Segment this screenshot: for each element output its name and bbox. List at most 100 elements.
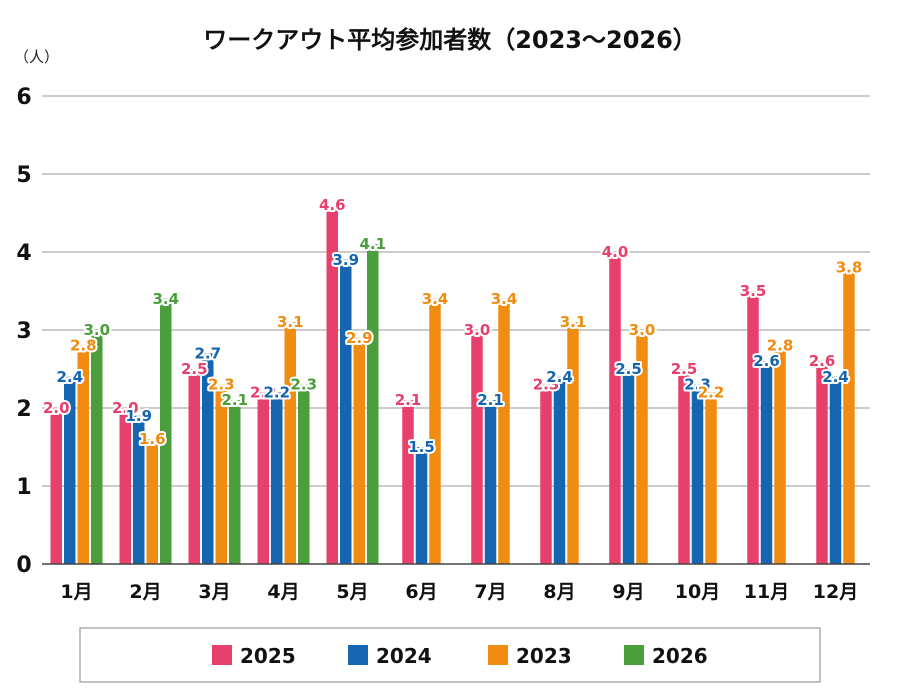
bar-2023-10 <box>705 392 717 564</box>
y-tick-label: 1 <box>16 475 31 500</box>
bar-2023-11 <box>774 345 786 564</box>
data-label: 2.0 <box>112 399 139 417</box>
data-label: 3.0 <box>83 321 110 339</box>
y-unit-label: （人） <box>14 48 59 66</box>
bar-2024-12 <box>829 376 842 564</box>
bar-2024-3 <box>202 353 214 564</box>
bar-2023-7 <box>498 298 510 564</box>
x-tick-label: 10月 <box>675 581 720 603</box>
data-label: 3.4 <box>152 290 179 308</box>
bar-2025-4 <box>257 392 269 564</box>
legend-swatch-2024 <box>348 645 368 665</box>
bar-2025-6 <box>402 400 414 564</box>
legend-label-2024: 2024 <box>376 644 432 668</box>
x-tick-label: 12月 <box>813 581 858 603</box>
data-label: 4.6 <box>319 196 346 214</box>
legend-swatch-2026 <box>624 645 644 665</box>
data-label: 2.3 <box>533 376 560 394</box>
y-tick-label: 4 <box>16 241 31 266</box>
x-tick-label: 7月 <box>474 581 506 603</box>
bar-2023-3 <box>215 384 227 564</box>
data-label: 4.1 <box>359 235 386 253</box>
y-axis-ticks: 0 1 2 3 4 5 6 <box>16 85 31 578</box>
data-label: 2.6 <box>753 352 780 370</box>
data-label: 2.5 <box>615 360 642 378</box>
legend-label-2026: 2026 <box>652 644 708 668</box>
data-label: 2.1 <box>395 391 422 409</box>
legend-swatch-2025 <box>212 645 232 665</box>
y-tick-label: 6 <box>16 85 31 110</box>
bar-2026-3 <box>229 400 241 564</box>
bar-2023-1 <box>77 345 89 564</box>
x-tick-label: 6月 <box>405 581 437 603</box>
data-label: 2.8 <box>767 337 794 355</box>
data-label: 3.1 <box>560 313 587 331</box>
data-label: 3.0 <box>629 321 656 339</box>
data-label: 2.2 <box>250 383 277 401</box>
data-label: 4.0 <box>602 243 629 261</box>
x-tick-label: 5月 <box>336 581 368 603</box>
data-labels: 2.02.42.83.02.01.91.63.42.52.72.32.1 2.22… <box>41 194 864 458</box>
data-label: 3.4 <box>422 290 449 308</box>
bar-2024-9 <box>622 369 635 564</box>
bar-2025-8 <box>540 384 552 564</box>
bar-2025-10 <box>678 369 690 564</box>
data-label: 2.3 <box>208 376 235 394</box>
legend-label-2023: 2023 <box>516 644 572 668</box>
bar-2025-7 <box>471 330 483 564</box>
bar-2026-4 <box>298 384 310 564</box>
data-label: 2.8 <box>70 337 97 355</box>
bar-2025-12 <box>816 361 828 564</box>
data-label: 2.4 <box>822 368 849 386</box>
data-label: 2.4 <box>56 368 83 386</box>
legend: 2025 2024 2023 2026 <box>79 627 821 683</box>
bar-2024-8 <box>553 376 566 564</box>
x-tick-label: 8月 <box>543 581 575 603</box>
data-label: 2.2 <box>698 383 725 401</box>
x-tick-label: 1月 <box>60 581 92 603</box>
bar-2025-11 <box>747 291 759 564</box>
data-label: 2.1 <box>477 391 504 409</box>
bar-2023-5 <box>353 337 365 564</box>
x-tick-label: 2月 <box>129 581 161 603</box>
bars <box>50 205 855 564</box>
data-label: 2.0 <box>43 399 70 417</box>
data-label: 1.9 <box>125 407 152 425</box>
bar-2024-4 <box>271 392 283 564</box>
bar-2026-2 <box>160 298 172 564</box>
legend-swatch-2023 <box>488 645 508 665</box>
data-label: 2.6 <box>809 352 836 370</box>
y-tick-label: 0 <box>16 553 31 578</box>
bar-2025-3 <box>188 369 200 564</box>
x-tick-label: 4月 <box>267 581 299 603</box>
bar-2023-4 <box>284 322 296 564</box>
bar-2025-5 <box>326 205 338 564</box>
bar-2025-2 <box>119 408 131 564</box>
bar-2025-9 <box>609 252 621 564</box>
data-label: 2.1 <box>221 391 248 409</box>
x-tick-label: 11月 <box>744 581 789 603</box>
bar-2023-9 <box>636 330 648 564</box>
data-label: 3.8 <box>836 259 863 277</box>
x-tick-label: 9月 <box>612 581 644 603</box>
bar-2024-6 <box>415 447 428 564</box>
data-label: 3.4 <box>491 290 518 308</box>
data-label: 2.2 <box>263 383 290 401</box>
bar-2025-1 <box>50 408 62 564</box>
y-tick-label: 5 <box>16 163 31 188</box>
data-label: 3.1 <box>277 313 304 331</box>
bar-2023-12 <box>843 267 855 564</box>
data-label: 1.6 <box>139 430 166 448</box>
legend-label-2025: 2025 <box>240 644 296 668</box>
bar-2024-2 <box>133 415 145 564</box>
legend-box <box>79 627 821 683</box>
bar-2024-5 <box>340 259 352 564</box>
data-label: 1.5 <box>408 438 435 456</box>
y-tick-label: 3 <box>16 319 31 344</box>
data-label: 2.3 <box>290 376 317 394</box>
data-label: 2.4 <box>546 368 573 386</box>
data-label: 2.3 <box>684 376 711 394</box>
data-label: 3.0 <box>464 321 491 339</box>
bar-2024-7 <box>484 400 497 564</box>
